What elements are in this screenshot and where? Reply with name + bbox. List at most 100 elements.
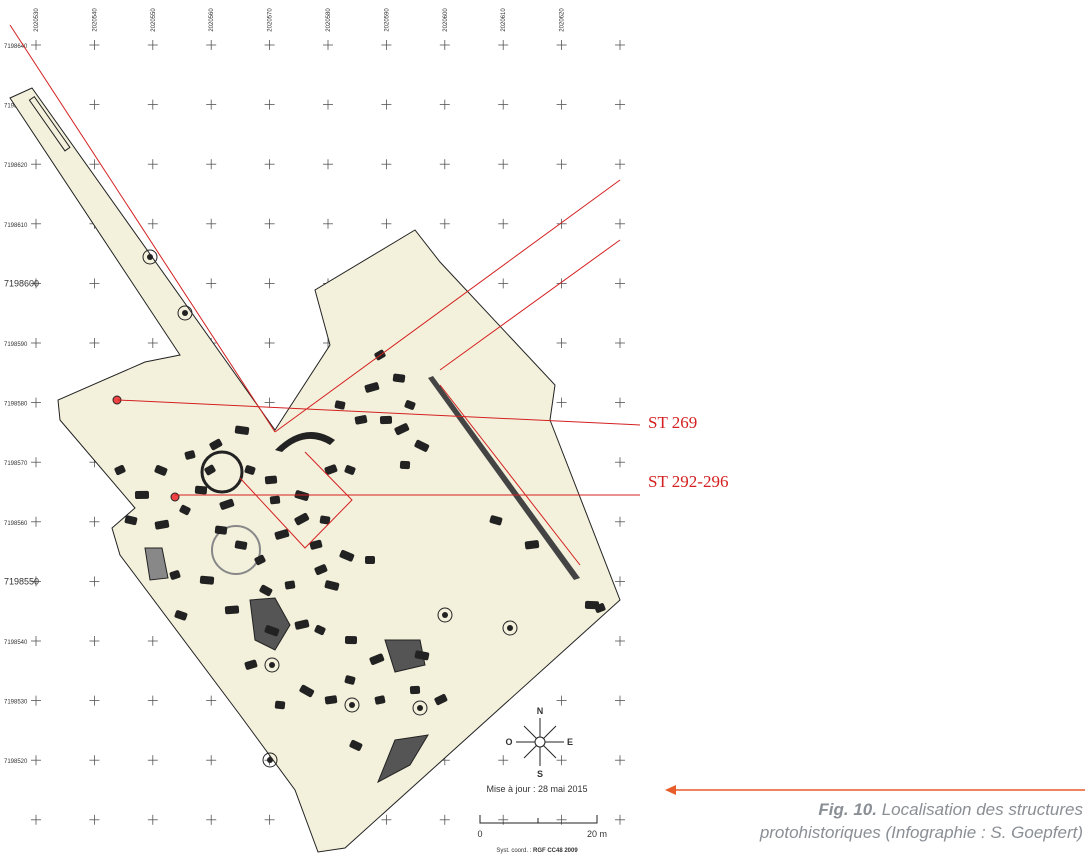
structure <box>114 464 126 476</box>
callout: ST 292-296 <box>648 472 728 491</box>
structure <box>269 495 281 505</box>
structure <box>594 603 606 613</box>
structure <box>274 700 286 710</box>
arrow-head <box>665 785 676 795</box>
pit <box>507 625 513 631</box>
red-lines <box>9 24 641 566</box>
structure <box>134 490 150 500</box>
structure <box>314 624 326 636</box>
coord-system: Syst. coord. : RGF CC48 2009 <box>496 848 578 854</box>
structure <box>414 439 430 452</box>
structure <box>224 605 240 615</box>
pit <box>267 757 273 763</box>
compass-e: E <box>567 737 573 747</box>
y-coord: 7198530 <box>4 700 28 706</box>
pit <box>349 702 355 708</box>
structure <box>154 519 170 530</box>
pit <box>442 612 448 618</box>
features <box>112 249 606 784</box>
pit <box>182 310 188 316</box>
structure <box>234 425 250 435</box>
y-coord: 7198600 <box>4 278 39 288</box>
structure <box>194 485 208 495</box>
y-coord: 7198590 <box>4 342 28 348</box>
coord-label: Syst. coord. : <box>496 848 531 854</box>
structure <box>524 540 540 550</box>
structure <box>179 504 191 516</box>
structure <box>324 580 340 591</box>
compass <box>516 718 564 766</box>
structure <box>284 580 296 590</box>
structure <box>394 423 410 436</box>
pit-ring <box>502 620 518 636</box>
pit-ring <box>437 607 453 623</box>
structure <box>364 382 380 393</box>
structure <box>339 549 355 562</box>
structure <box>244 465 256 475</box>
compass-s: S <box>537 769 543 779</box>
structure <box>392 373 406 383</box>
pit-ring <box>142 249 158 265</box>
structure <box>264 475 278 485</box>
y-coord: 7198550 <box>4 576 39 586</box>
structure <box>379 415 393 425</box>
structure <box>299 684 315 698</box>
x-coord: 2020580 <box>326 8 332 32</box>
structure <box>489 515 503 526</box>
structure <box>254 554 266 566</box>
structure <box>309 539 323 550</box>
structure <box>184 450 196 460</box>
structure <box>344 675 356 685</box>
y-coord: 7198610 <box>4 223 28 229</box>
structure <box>209 438 223 451</box>
structure <box>344 465 356 475</box>
trench <box>28 95 71 152</box>
pit-ring <box>344 697 360 713</box>
structure <box>214 525 228 535</box>
x-coord: 2020570 <box>268 8 274 32</box>
scale-start: 0 <box>477 829 482 839</box>
structure <box>204 464 216 476</box>
structure <box>264 625 280 637</box>
pit-ring <box>412 700 428 716</box>
structure <box>414 650 430 661</box>
x-coord: 2020620 <box>560 8 566 32</box>
y-coord: 7198570 <box>4 461 28 467</box>
caption-line1: Localisation des structures <box>882 800 1084 819</box>
structure <box>434 694 448 706</box>
x-coord: 2020600 <box>443 8 449 32</box>
structure <box>259 584 273 597</box>
structure <box>344 635 358 645</box>
pit-ring <box>177 305 193 321</box>
structure <box>324 695 338 705</box>
structure <box>324 464 338 475</box>
structure <box>294 512 310 526</box>
y-coord: 7198640 <box>4 44 28 50</box>
compass-o: O <box>505 737 512 747</box>
structure <box>244 659 258 670</box>
pit <box>147 254 153 260</box>
structure <box>154 465 168 476</box>
structure <box>399 460 411 470</box>
y-coord: 7198580 <box>4 402 28 408</box>
structure <box>274 529 290 540</box>
structure <box>374 695 386 705</box>
structure <box>174 610 188 621</box>
y-coord: 7198540 <box>4 640 28 646</box>
pit-ring <box>262 752 278 768</box>
y-coord: 7198620 <box>4 163 28 169</box>
pit-ring <box>264 657 280 673</box>
callout: ST 269 <box>648 413 697 432</box>
structure <box>354 415 368 425</box>
x-coord: 2020610 <box>501 8 507 32</box>
structure <box>294 490 310 501</box>
excavation-area <box>9 87 621 853</box>
structure <box>314 564 328 576</box>
structure <box>294 619 310 630</box>
compass-n: N <box>537 706 544 716</box>
structure <box>349 739 363 751</box>
caption: Fig. 10. Localisation des structures <box>818 800 1083 819</box>
structure <box>404 400 416 410</box>
